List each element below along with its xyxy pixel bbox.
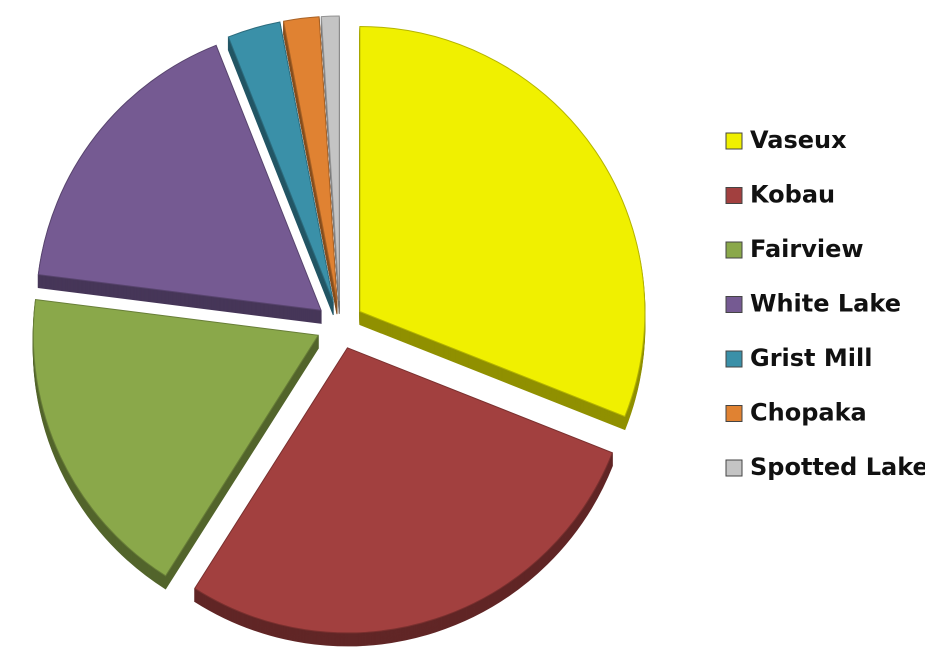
legend-label: Chopaka [750, 399, 867, 427]
legend-label: Kobau [750, 181, 835, 209]
legend-swatch [725, 132, 743, 150]
slice [32, 298, 320, 577]
legend-swatch [725, 459, 743, 477]
legend: Vaseux Kobau Fairview White Lake Grist Mill C… [725, 126, 925, 481]
slice [227, 21, 334, 303]
legend-swatch [725, 241, 743, 259]
legend-swatch [725, 405, 743, 422]
legend-swatch [725, 296, 743, 313]
legend-label: Fairview [750, 235, 864, 263]
slice [359, 26, 646, 418]
slice [37, 44, 322, 311]
slice [320, 15, 340, 302]
legend-label: Grist Mill [750, 344, 872, 372]
legend-label: White Lake [750, 290, 901, 318]
legend-label: Vaseux [750, 126, 847, 154]
legend-swatch [725, 187, 743, 204]
slice [283, 16, 338, 302]
legend-label: Spotted Lake [750, 453, 925, 481]
slices [32, 15, 646, 634]
legend-swatch [725, 350, 743, 368]
slice [194, 347, 614, 634]
